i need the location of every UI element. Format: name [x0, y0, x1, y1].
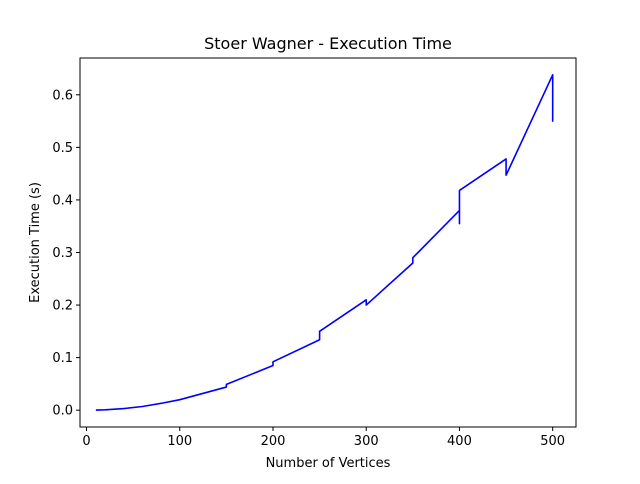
x-tick-label: 200 — [261, 434, 286, 449]
series-line-0 — [95, 74, 554, 411]
y-tick-label: 0.1 — [52, 351, 73, 366]
chart-title: Stoer Wagner - Execution Time — [204, 34, 452, 53]
y-tick-label: 0.6 — [52, 88, 73, 103]
x-tick-label: 500 — [540, 434, 565, 449]
plot-area — [95, 74, 554, 411]
y-tick-label: 0.3 — [52, 246, 73, 261]
y-tick-label: 0.2 — [52, 299, 73, 314]
y-tick-label: 0.0 — [52, 404, 73, 419]
x-axis-label: Number of Vertices — [266, 456, 391, 471]
y-tick-label: 0.4 — [52, 193, 73, 208]
x-tick-label: 300 — [354, 434, 379, 449]
plot-frame — [79, 57, 577, 428]
x-tick-label: 0 — [82, 434, 90, 449]
x-axis: 0 100 200 300 400 500 — [82, 427, 565, 449]
y-tick-label: 0.5 — [52, 141, 73, 156]
y-axis: 0.0 0.1 0.2 0.3 0.4 0.5 0.6 — [52, 88, 80, 419]
x-tick-label: 400 — [447, 434, 472, 449]
x-tick-label: 100 — [167, 434, 192, 449]
y-axis-label: Execution Time (s) — [28, 182, 43, 303]
